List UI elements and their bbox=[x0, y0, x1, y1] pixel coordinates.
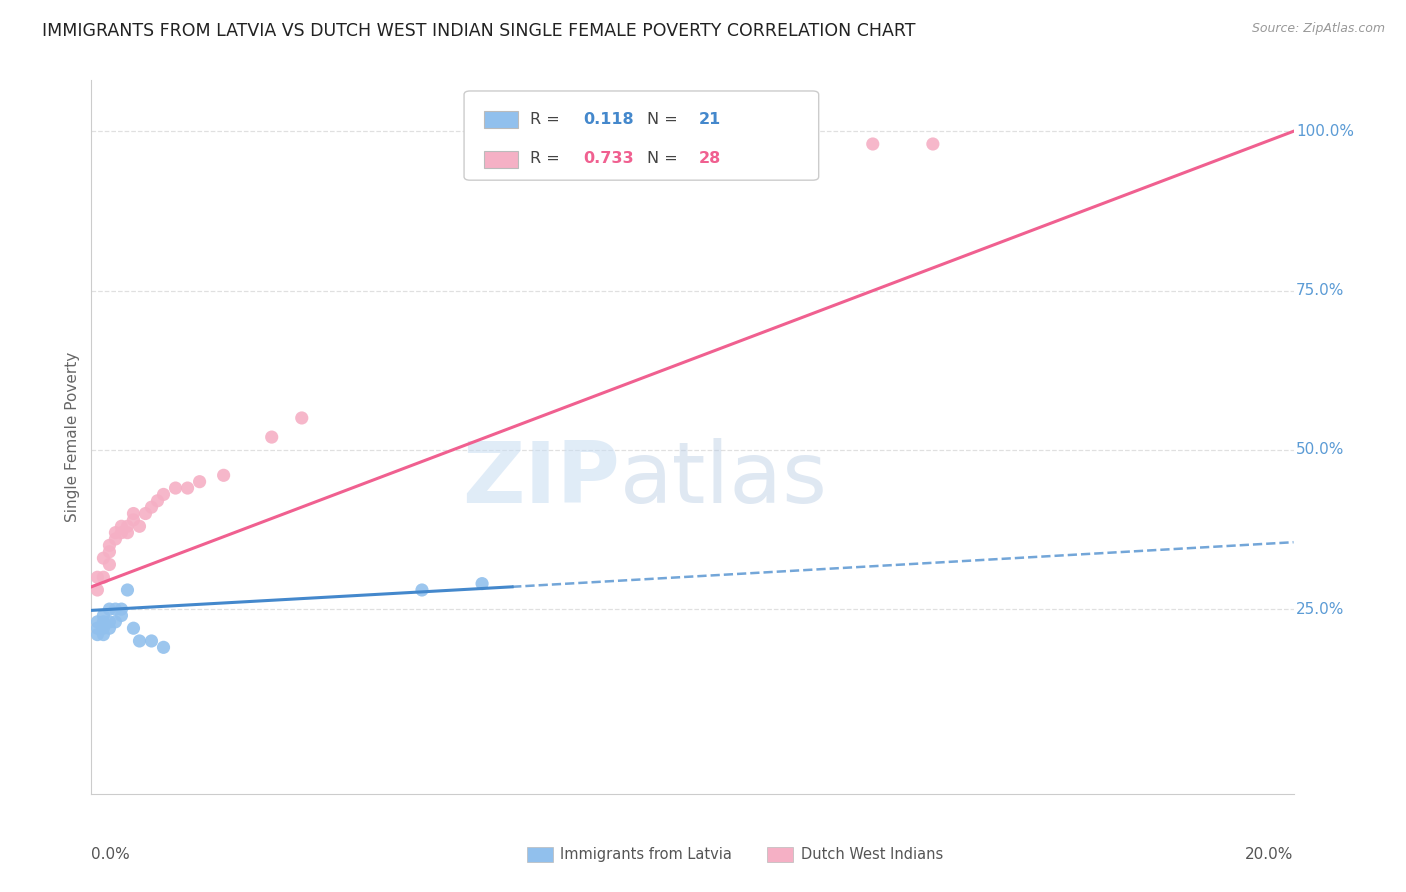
Text: R =: R = bbox=[530, 112, 565, 127]
Point bbox=[862, 136, 884, 151]
Point bbox=[110, 608, 132, 623]
Text: 21: 21 bbox=[699, 112, 721, 127]
Point bbox=[98, 545, 121, 559]
Point bbox=[117, 519, 139, 533]
Point bbox=[110, 525, 132, 540]
Text: Source: ZipAtlas.com: Source: ZipAtlas.com bbox=[1251, 22, 1385, 36]
FancyBboxPatch shape bbox=[768, 847, 793, 862]
Text: 75.0%: 75.0% bbox=[1296, 283, 1344, 298]
Point bbox=[93, 570, 115, 584]
Point bbox=[122, 507, 145, 521]
Point bbox=[165, 481, 187, 495]
Point bbox=[141, 634, 163, 648]
Text: Dutch West Indians: Dutch West Indians bbox=[800, 847, 943, 862]
Text: R =: R = bbox=[530, 151, 565, 166]
Point bbox=[117, 525, 139, 540]
Point bbox=[176, 481, 198, 495]
Point bbox=[134, 507, 156, 521]
Text: atlas: atlas bbox=[620, 438, 828, 522]
Point bbox=[291, 411, 314, 425]
Point bbox=[122, 513, 145, 527]
FancyBboxPatch shape bbox=[527, 847, 553, 862]
Text: 28: 28 bbox=[699, 151, 721, 166]
Point bbox=[86, 621, 108, 635]
Point bbox=[86, 570, 108, 584]
Point bbox=[152, 487, 174, 501]
Point bbox=[260, 430, 283, 444]
Point bbox=[110, 602, 132, 616]
Text: 100.0%: 100.0% bbox=[1296, 124, 1354, 139]
Point bbox=[86, 615, 108, 629]
Point bbox=[104, 602, 127, 616]
Text: 20.0%: 20.0% bbox=[1246, 847, 1294, 863]
FancyBboxPatch shape bbox=[485, 151, 519, 168]
Point bbox=[128, 634, 150, 648]
Point bbox=[93, 621, 115, 635]
Text: IMMIGRANTS FROM LATVIA VS DUTCH WEST INDIAN SINGLE FEMALE POVERTY CORRELATION CH: IMMIGRANTS FROM LATVIA VS DUTCH WEST IND… bbox=[42, 22, 915, 40]
Point bbox=[93, 615, 115, 629]
Text: 50.0%: 50.0% bbox=[1296, 442, 1344, 458]
Point bbox=[104, 525, 127, 540]
Y-axis label: Single Female Poverty: Single Female Poverty bbox=[65, 352, 80, 522]
Text: 25.0%: 25.0% bbox=[1296, 601, 1344, 616]
Point bbox=[411, 582, 433, 597]
Point bbox=[86, 582, 108, 597]
Point bbox=[98, 615, 121, 629]
Point bbox=[141, 500, 163, 515]
Point bbox=[98, 621, 121, 635]
Point bbox=[110, 519, 132, 533]
Text: N =: N = bbox=[647, 112, 683, 127]
Point bbox=[98, 538, 121, 552]
Point bbox=[93, 608, 115, 623]
Point bbox=[922, 136, 945, 151]
Point bbox=[93, 551, 115, 566]
Point bbox=[152, 640, 174, 655]
FancyBboxPatch shape bbox=[485, 112, 519, 128]
Point bbox=[471, 576, 494, 591]
Point bbox=[86, 627, 108, 641]
Text: Immigrants from Latvia: Immigrants from Latvia bbox=[560, 847, 733, 862]
Point bbox=[104, 615, 127, 629]
Point bbox=[117, 582, 139, 597]
Text: 0.0%: 0.0% bbox=[91, 847, 131, 863]
Point bbox=[98, 602, 121, 616]
Point bbox=[93, 627, 115, 641]
FancyBboxPatch shape bbox=[464, 91, 818, 180]
Point bbox=[98, 558, 121, 572]
Point bbox=[146, 493, 169, 508]
Point bbox=[104, 532, 127, 546]
Point bbox=[212, 468, 235, 483]
Text: ZIP: ZIP bbox=[463, 438, 620, 522]
Point bbox=[128, 519, 150, 533]
Text: N =: N = bbox=[647, 151, 683, 166]
Point bbox=[122, 621, 145, 635]
Point bbox=[188, 475, 211, 489]
Text: 0.733: 0.733 bbox=[583, 151, 634, 166]
Text: 0.118: 0.118 bbox=[583, 112, 634, 127]
